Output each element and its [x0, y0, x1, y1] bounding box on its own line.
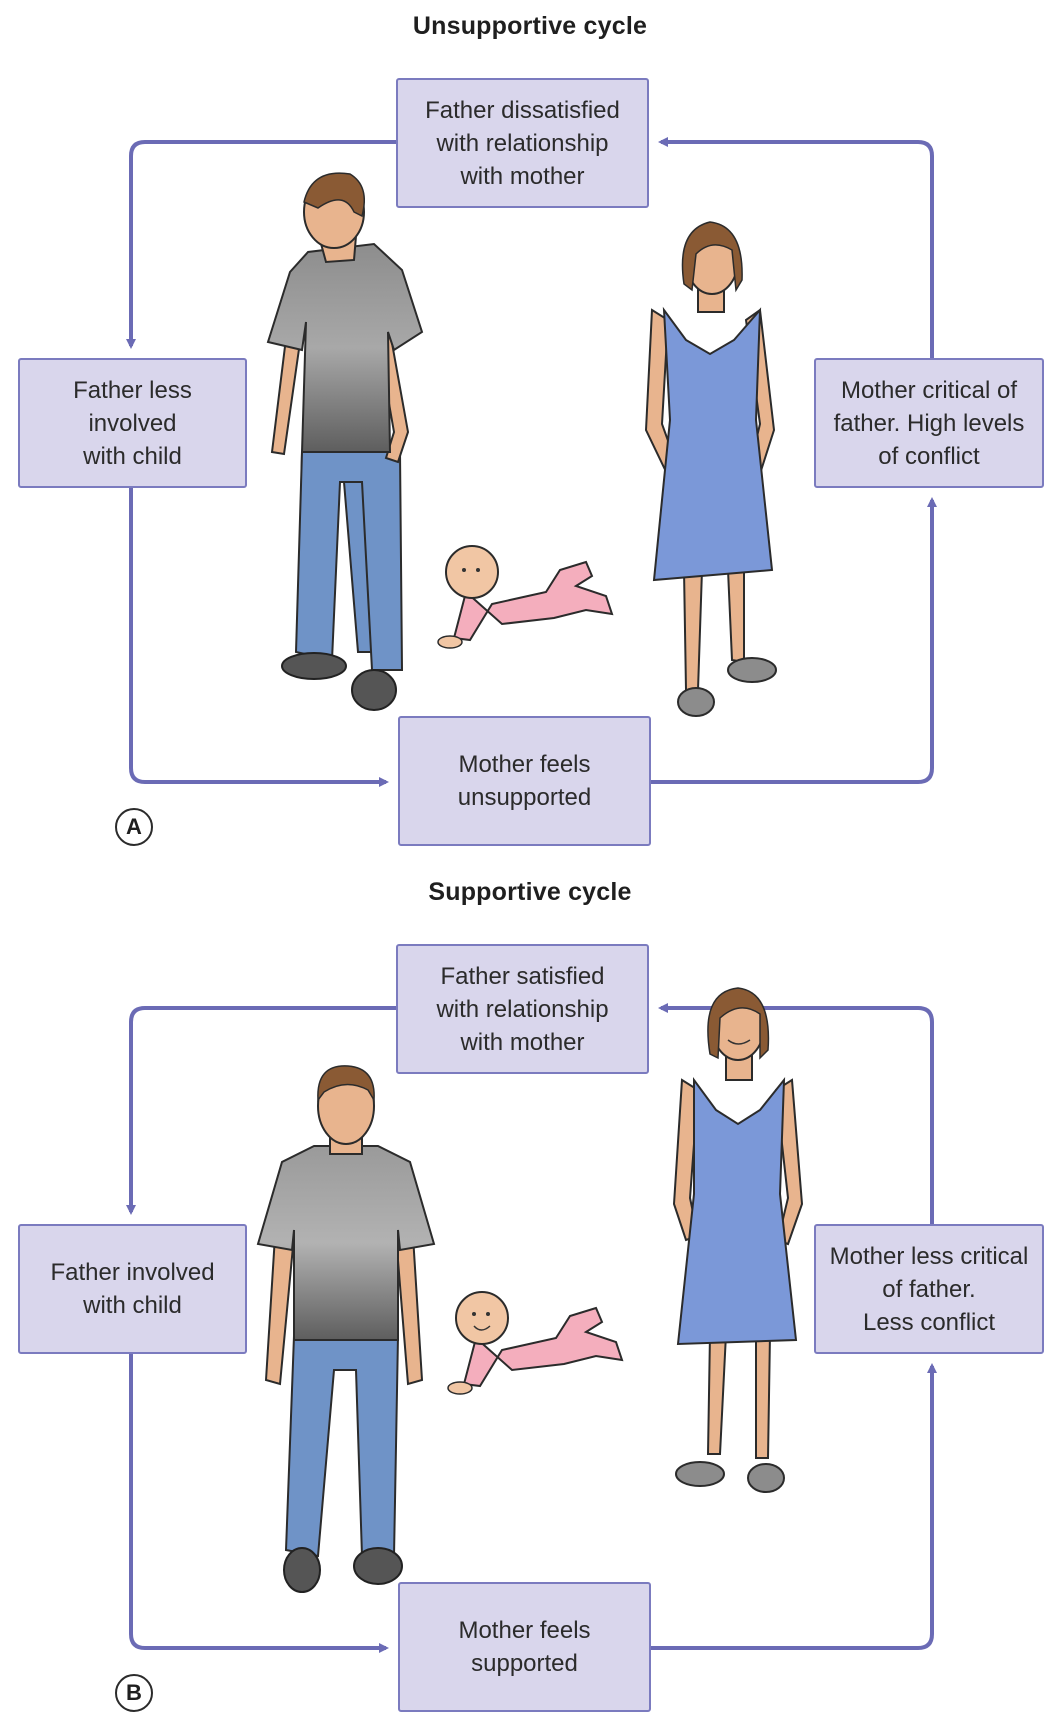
- unsupportive-cycle-panel: Unsupportive cycle Father dissatisfied w…: [18, 12, 1044, 846]
- box-mother-supported: Mother feels supported: [398, 1582, 651, 1712]
- arrow-right-to-top: [658, 1003, 934, 1224]
- box-father-involved: Father involved with child: [18, 1224, 247, 1354]
- cycle-title: Unsupportive cycle: [412, 12, 648, 40]
- baby-figure: [437, 545, 614, 649]
- arrow-top-to-left: [126, 1006, 396, 1215]
- mother-figure: [672, 987, 804, 1493]
- arrow-left-to-bottom: [129, 488, 389, 787]
- box-mother-unsupported: Mother feels unsupported: [398, 716, 651, 846]
- arrow-bottom-to-right: [651, 1363, 937, 1650]
- box-mother-critical: Mother critical of father. High levels o…: [814, 358, 1044, 488]
- box-mother-less-critical: Mother less critical of father. Less con…: [814, 1224, 1044, 1354]
- panel-label: A: [115, 808, 153, 846]
- arrow-top-to-left: [126, 140, 396, 349]
- arrow-right-to-top: [658, 137, 934, 358]
- box-father-less-involved: Father less involved with child: [18, 358, 247, 488]
- box-father-dissatisfied: Father dissatisfied with relationship wi…: [396, 78, 649, 208]
- supportive-cycle-panel: Supportive cycle Father satisfied with r…: [0, 866, 1060, 1732]
- panel-label: B: [115, 1674, 153, 1712]
- cycle-title: Supportive cycle: [428, 878, 632, 906]
- baby-figure: [447, 1291, 624, 1395]
- cycle-arrows: [126, 137, 937, 787]
- mother-figure: [644, 221, 777, 717]
- arrow-left-to-bottom: [129, 1354, 389, 1653]
- arrow-bottom-to-right: [651, 497, 937, 784]
- father-figure: [256, 1065, 436, 1593]
- cycle-arrows: [126, 1003, 937, 1653]
- box-father-satisfied: Father satisfied with relationship with …: [396, 944, 649, 1074]
- father-figure: [266, 172, 424, 711]
